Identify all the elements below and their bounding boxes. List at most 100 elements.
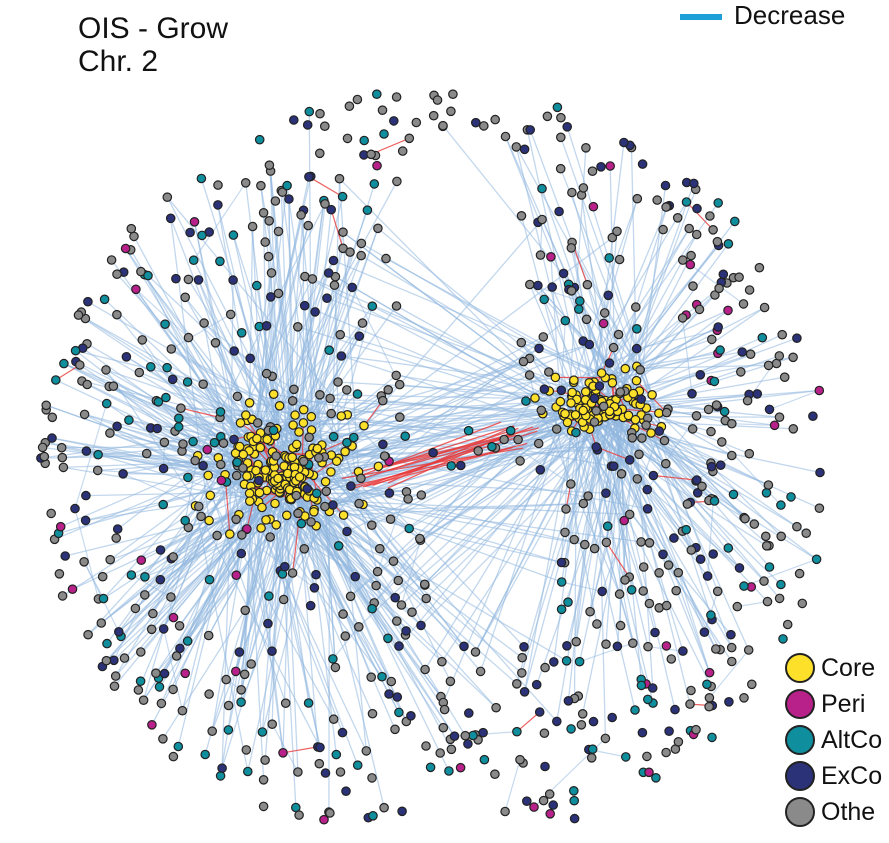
exco-node	[525, 125, 535, 135]
altco-node	[304, 106, 315, 117]
other-node	[241, 745, 252, 755]
altco-node	[264, 591, 274, 601]
altco-node	[359, 135, 369, 146]
other-node	[105, 428, 115, 438]
other-node	[516, 337, 527, 348]
altco-node	[223, 725, 234, 735]
exco-node	[601, 488, 611, 498]
altco-node	[197, 230, 207, 241]
other-node	[432, 95, 443, 105]
other-node	[390, 724, 400, 735]
altco-node	[296, 518, 307, 529]
core-node	[555, 396, 566, 407]
edge	[479, 397, 573, 672]
other-node	[304, 432, 314, 443]
core-node	[623, 410, 634, 421]
exco-node	[302, 120, 313, 130]
peri-node	[131, 284, 141, 295]
other-node	[762, 596, 773, 607]
altco-node	[383, 633, 393, 644]
exco-node	[390, 592, 400, 603]
other-node	[140, 590, 150, 600]
edge	[101, 460, 274, 667]
other-node	[620, 575, 630, 585]
other-node	[708, 225, 718, 235]
exco-node	[607, 712, 617, 723]
altco-node	[196, 173, 207, 184]
core-node	[570, 409, 581, 420]
exco-node	[692, 487, 703, 498]
exco-node	[229, 434, 239, 445]
other-node	[801, 528, 811, 538]
other-node	[478, 121, 489, 131]
other-node	[213, 180, 223, 190]
other-node	[615, 620, 626, 631]
other-node	[166, 592, 176, 602]
altco-node	[99, 294, 110, 305]
peri-node	[661, 641, 672, 651]
altco-node	[251, 280, 262, 291]
altco-node	[757, 332, 768, 343]
exco-node	[540, 761, 550, 772]
peri-node	[231, 570, 242, 580]
other-node	[218, 438, 229, 448]
altco-node	[573, 304, 584, 314]
other-node	[797, 598, 808, 609]
other-node	[183, 332, 194, 343]
core-node	[340, 446, 350, 457]
core-node	[291, 439, 302, 450]
other-node	[788, 352, 798, 363]
edge	[260, 527, 367, 752]
other-node	[726, 418, 737, 429]
altco-node	[153, 396, 164, 407]
other-node	[435, 748, 445, 758]
other-node	[133, 685, 144, 695]
other-node	[223, 700, 234, 711]
other-node	[303, 220, 313, 231]
other-node	[686, 685, 696, 696]
exco-node	[83, 296, 93, 307]
peri-node	[545, 808, 555, 819]
other-node	[267, 719, 277, 729]
other-node	[763, 480, 774, 490]
other-node	[428, 110, 439, 121]
other-node	[391, 616, 402, 626]
edge	[330, 306, 373, 456]
other-node	[204, 689, 214, 699]
edge	[330, 209, 344, 249]
altco-node	[709, 496, 720, 506]
other-node	[589, 417, 600, 427]
edge	[313, 460, 521, 513]
altco-node	[101, 398, 112, 409]
other-node	[108, 381, 119, 391]
legend-label-exco: ExCo	[821, 761, 883, 790]
core-node	[647, 389, 657, 400]
other-node	[511, 142, 522, 152]
altco-node	[723, 239, 734, 249]
other-node	[278, 594, 289, 605]
edge	[103, 489, 268, 600]
other-node	[166, 344, 177, 354]
other-node	[613, 329, 624, 340]
altco-node	[539, 294, 549, 305]
peri-node	[136, 555, 147, 565]
other-node	[252, 418, 263, 428]
other-node	[524, 279, 535, 290]
altco-node	[719, 406, 730, 417]
altco-node	[188, 436, 198, 447]
other-node	[726, 450, 737, 461]
exco-node	[718, 269, 729, 280]
exco-node	[302, 483, 313, 494]
altco-node	[537, 183, 547, 194]
title-line-1: OIS - Grow	[78, 12, 229, 45]
core-node	[281, 510, 292, 521]
other-node	[500, 131, 511, 142]
other-node	[615, 387, 626, 397]
altco-node	[368, 810, 378, 821]
other-node	[794, 568, 805, 579]
edge	[221, 490, 310, 769]
other-node	[141, 448, 152, 459]
other-node	[231, 514, 241, 525]
other-dot-icon	[785, 797, 815, 827]
peri-node	[588, 201, 599, 212]
